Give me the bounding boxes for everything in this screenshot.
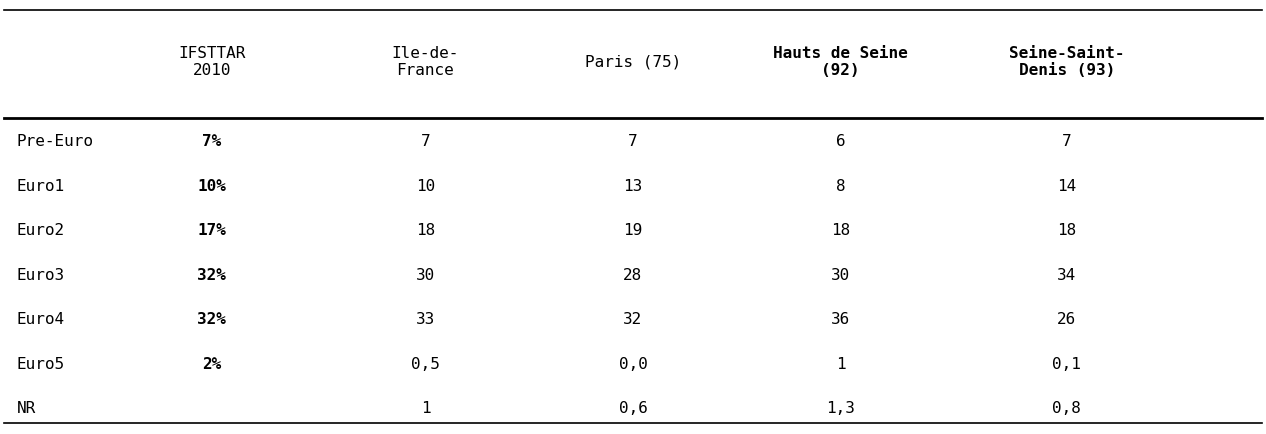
Text: 8: 8 [836,178,846,193]
Text: 18: 18 [830,223,851,237]
Text: Euro2: Euro2 [16,223,65,237]
Text: Ile-de-
France: Ile-de- France [391,46,460,78]
Text: 17%: 17% [197,223,227,237]
Text: 7: 7 [420,134,430,149]
Text: Hauts de Seine
(92): Hauts de Seine (92) [774,46,908,78]
Text: 1,3: 1,3 [827,400,855,415]
Text: IFSTTAR
2010: IFSTTAR 2010 [179,46,246,78]
Text: 26: 26 [1057,311,1076,326]
Text: Pre-Euro: Pre-Euro [16,134,94,149]
Text: 1: 1 [836,356,846,371]
Text: 0,5: 0,5 [411,356,439,371]
Text: 33: 33 [415,311,436,326]
Text: 2%: 2% [203,356,222,371]
Text: 30: 30 [415,267,436,282]
Text: NR: NR [16,400,35,415]
Text: 0,8: 0,8 [1052,400,1081,415]
Text: 1: 1 [420,400,430,415]
Text: 6: 6 [836,134,846,149]
Text: 10%: 10% [197,178,227,193]
Text: 32%: 32% [197,311,227,326]
Text: 28: 28 [623,267,643,282]
Text: Euro5: Euro5 [16,356,65,371]
Text: 36: 36 [830,311,851,326]
Text: 7: 7 [628,134,638,149]
Text: 18: 18 [415,223,436,237]
Text: 30: 30 [830,267,851,282]
Text: 32: 32 [623,311,643,326]
Text: 19: 19 [623,223,643,237]
Text: Euro3: Euro3 [16,267,65,282]
Text: 32%: 32% [197,267,227,282]
Text: 0,0: 0,0 [619,356,647,371]
Text: 18: 18 [1057,223,1076,237]
Text: Euro1: Euro1 [16,178,65,193]
Text: 34: 34 [1057,267,1076,282]
Text: 0,6: 0,6 [619,400,647,415]
Text: Paris (75): Paris (75) [585,54,681,69]
Text: 7%: 7% [203,134,222,149]
Text: Seine-Saint-
Denis (93): Seine-Saint- Denis (93) [1009,46,1124,78]
Text: 10: 10 [415,178,436,193]
Text: 13: 13 [623,178,643,193]
Text: 0,1: 0,1 [1052,356,1081,371]
Text: Euro4: Euro4 [16,311,65,326]
Text: 7: 7 [1062,134,1072,149]
Text: 14: 14 [1057,178,1076,193]
